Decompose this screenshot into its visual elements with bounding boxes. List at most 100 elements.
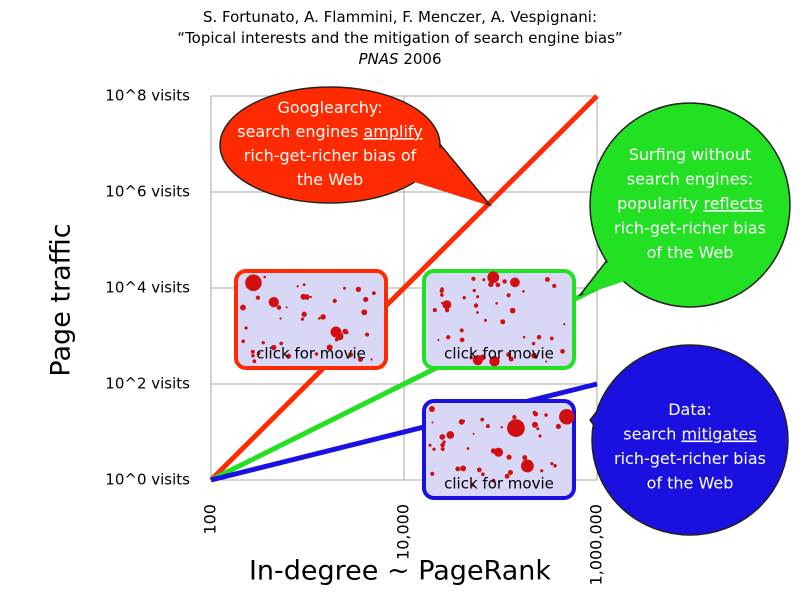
thumbnail-dot [560, 348, 565, 354]
thumbnail-dot [440, 442, 445, 448]
text-segment: rich-get-richer bias [614, 218, 766, 237]
thumbnail-dot [440, 287, 444, 291]
thumbnail-dot [549, 336, 554, 341]
thumbnail-dot [506, 454, 512, 460]
movie-link[interactable]: click for movie [234, 269, 388, 370]
thumbnail-dot [506, 352, 512, 358]
thumbnail-dot [531, 479, 535, 482]
thumbnail-dot [446, 335, 451, 340]
thumbnail-dot [455, 466, 461, 472]
bubble-text: search engines: [627, 169, 754, 188]
text-segment: 2006 [399, 50, 442, 68]
thumbnail-dot [245, 274, 262, 292]
thumbnail-dot [522, 335, 526, 339]
thumbnail-dot [510, 277, 520, 288]
thumbnail-dot [461, 419, 465, 423]
series-line [209, 94, 599, 482]
thumbnail-dot [355, 286, 362, 293]
thumbnail-dot [251, 354, 255, 358]
thumbnail-dot [304, 294, 310, 300]
movie-link[interactable]: click for movie [422, 269, 576, 370]
thumbnail-dot [544, 277, 550, 282]
thumbnail-dot [302, 283, 306, 287]
thumbnail-dot [444, 308, 450, 313]
thumbnail-dot [522, 455, 528, 461]
x-tick-label: 10,000 [394, 504, 413, 560]
text-segment: Data: [668, 400, 712, 419]
thumbnail-dot [300, 317, 305, 321]
text-segment: reflects [703, 194, 762, 213]
thumbnail-dot [495, 301, 498, 305]
speech-bubble: Surfing without search engines: popularity… [577, 102, 791, 308]
thumbnail-dot [550, 461, 554, 466]
thumbnail-dot [489, 355, 500, 367]
thumbnail-dot [472, 432, 475, 435]
title-line: PNAS 2006 [358, 50, 441, 68]
text-segment: amplify [363, 122, 422, 141]
thumbnail-dot [428, 443, 432, 447]
thumbnail-dot [371, 291, 376, 295]
thumbnail-dot [536, 427, 540, 431]
text-segment: search engines: [627, 169, 754, 188]
thumbnail-dot [326, 344, 333, 351]
thumbnail-dot [522, 290, 525, 293]
bubble-text: rich-get-richer bias of [244, 146, 417, 165]
movie-thumbnail [234, 269, 388, 370]
thumbnail-dot [491, 478, 496, 483]
y-tick-label: 10^8 visits [105, 87, 190, 105]
thumbnail-dot [428, 405, 435, 412]
thumbnail-dot [361, 309, 368, 316]
bubble-text: of the Web [647, 243, 734, 262]
y-tick-label: 10^4 visits [105, 279, 190, 297]
thumbnail-dot [504, 473, 510, 479]
thumbnail-dot [466, 447, 470, 450]
thumbnail-dot [342, 328, 348, 335]
bubble-body [219, 86, 441, 204]
thumbnail-dot [473, 303, 479, 308]
title-line: S. Fortunato, A. Flammini, F. Menczer, A… [203, 8, 597, 26]
text-segment: search engines [237, 122, 363, 141]
text-segment: Surfing without [629, 145, 751, 164]
thumbnail-dot [476, 311, 479, 314]
y-tick-label: 10^2 visits [105, 375, 190, 393]
thumbnail-dot [332, 298, 337, 303]
thumbnail-dot [365, 332, 370, 337]
bubble-text: Surfing without [629, 145, 751, 164]
bubble-tail-fill [592, 395, 614, 450]
text-segment: rich-get-richer bias [614, 449, 766, 468]
speech-bubble: Data: search mitigates rich-get-richer bia… [589, 344, 789, 536]
thumbnail-dot [476, 467, 482, 473]
thumbnail-dot [348, 352, 354, 358]
thumbnail-dot [430, 471, 435, 476]
thumbnail-dot [318, 317, 321, 320]
thumbnail-dot [512, 414, 517, 420]
thumbnail-dot [446, 431, 455, 439]
thumbnail-dot [469, 355, 473, 360]
thumbnail-dot [507, 470, 513, 476]
thumbnail-dot [370, 358, 373, 361]
overlays: click for movie click for movie click for … [219, 86, 791, 536]
text-segment: search [623, 424, 681, 443]
thumbnail-dot [276, 305, 282, 310]
thumbnail-dot [487, 271, 500, 284]
thumbnail-dot [309, 295, 312, 299]
thumbnail-dot [252, 359, 257, 364]
thumbnail-dot [536, 334, 542, 340]
thumbnail-dot [459, 328, 464, 333]
movie-link[interactable]: click for movie [422, 399, 576, 500]
y-tick-label: 10^6 visits [105, 183, 190, 201]
thumbnail-dot [507, 419, 525, 437]
thumbnail-dot [256, 351, 261, 356]
thumbnail-dot [431, 421, 434, 424]
thumbnail-dot [335, 332, 344, 341]
thumbnail-dot [286, 353, 292, 359]
thumbnail-dot [301, 311, 307, 318]
thumbnail-dot [521, 459, 534, 473]
speech-bubble: Googlearchy: search engines amplify rich-g… [219, 86, 493, 207]
thumbnail-dot [482, 278, 486, 282]
thumbnail-dot [440, 447, 445, 452]
thumbnail-dot [472, 354, 483, 366]
thumbnail-dot [471, 276, 476, 281]
thumbnail-dot [555, 423, 562, 430]
y-axis-title: Page traffic [46, 223, 77, 376]
